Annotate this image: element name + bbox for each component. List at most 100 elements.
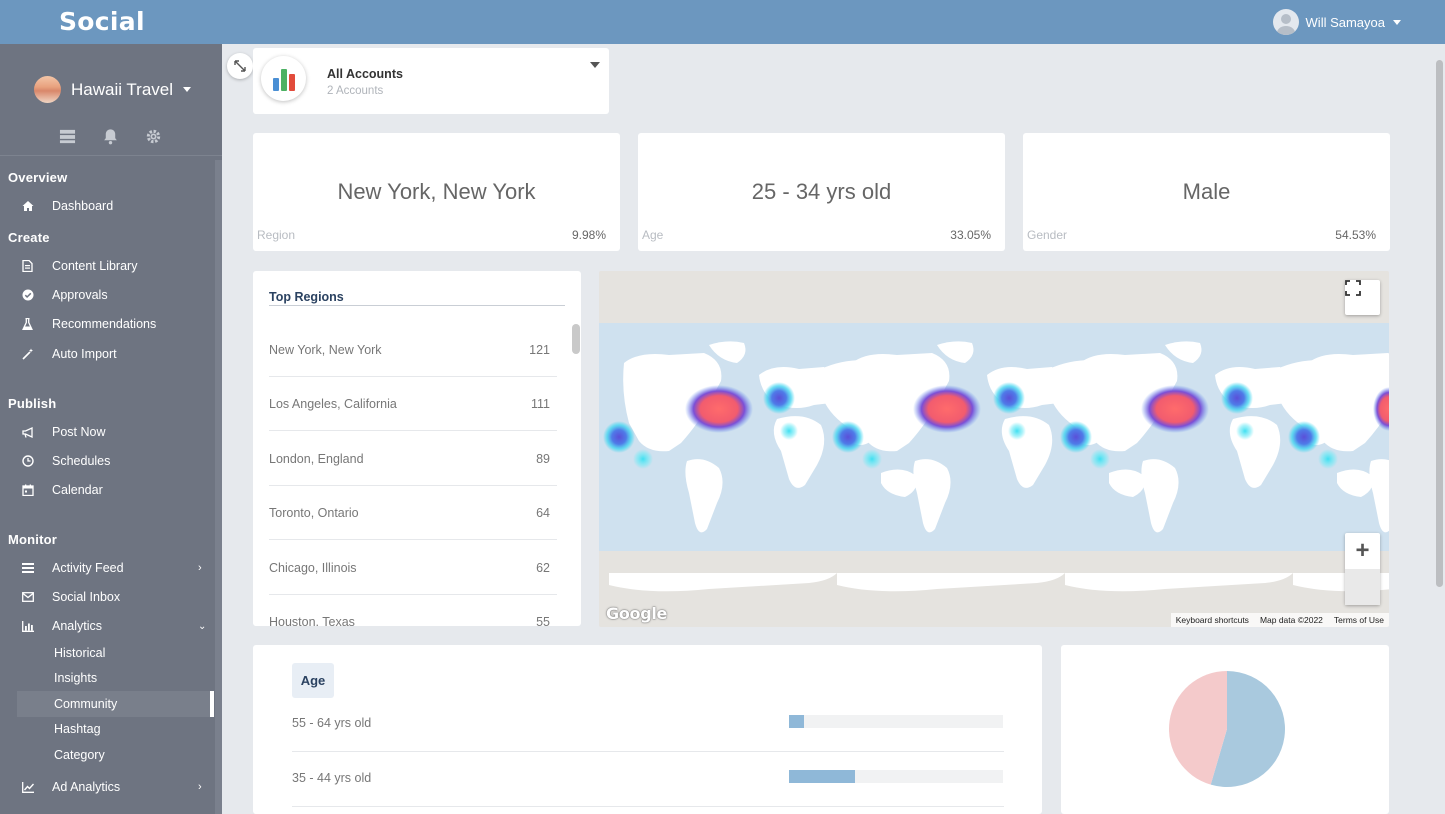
region-name: Houston, Texas	[269, 615, 355, 626]
heatmap-map[interactable]: + Google Keyboard shortcuts Map data ©20…	[599, 271, 1389, 627]
sidebar-item-analytics[interactable]: Analytics ⌄	[21, 616, 206, 636]
flask-icon	[21, 318, 34, 331]
region-row: Toronto, Ontario 64	[269, 486, 557, 540]
server-icon[interactable]	[59, 128, 76, 145]
sidebar-item-label: Post Now	[52, 425, 106, 439]
account-selector-title: All Accounts	[327, 67, 403, 81]
map-attribution: Keyboard shortcuts Map data ©2022 Terms …	[1170, 613, 1389, 627]
calendar-icon	[21, 484, 34, 497]
age-bar-track	[789, 770, 1003, 783]
sidebar-item-social-inbox[interactable]: Social Inbox	[21, 587, 120, 607]
sidebar-subitem-community[interactable]: Community	[54, 697, 118, 711]
age-breakdown-card: Age 55 - 64 yrs old 35 - 44 yrs old	[253, 645, 1042, 814]
top-regions-underline	[269, 305, 565, 306]
expand-arrows-icon	[234, 60, 246, 72]
sidebar-item-calendar[interactable]: Calendar	[21, 480, 103, 500]
collapse-sidebar-button[interactable]	[227, 53, 253, 79]
region-row: London, England 89	[269, 432, 557, 486]
fullscreen-button[interactable]	[1345, 280, 1380, 315]
region-name: Los Angeles, California	[269, 397, 397, 411]
map-data-label: Map data ©2022	[1259, 615, 1323, 625]
sidebar-subitem-category[interactable]: Category	[54, 748, 105, 762]
sidebar-item-content-library[interactable]: Content Library	[21, 256, 137, 276]
sidebar-subitem-historical[interactable]: Historical	[54, 646, 106, 660]
sidebar-subitem-hashtag[interactable]: Hashtag	[54, 722, 101, 736]
account-avatar	[34, 76, 61, 103]
sidebar-item-label: Dashboard	[52, 199, 114, 213]
sidebar: Hawaii Travel Overview Dashboard Create …	[0, 44, 222, 814]
sidebar-item-label: Ad Analytics	[52, 780, 121, 794]
gear-icon[interactable]	[145, 128, 162, 145]
list-icon	[21, 562, 34, 575]
chevron-right-icon: ›	[198, 562, 202, 574]
page-scrollbar[interactable]	[1436, 60, 1443, 587]
sidebar-divider	[0, 155, 222, 156]
sidebar-scrollbar[interactable]	[215, 160, 222, 814]
age-row: 55 - 64 yrs old	[292, 697, 1004, 752]
sidebar-item-approvals[interactable]: Approvals	[21, 285, 108, 305]
sidebar-subitem-insights[interactable]: Insights	[54, 671, 98, 685]
file-icon	[21, 260, 34, 273]
stat-card-region: New York, New York Region 9.98%	[253, 133, 620, 251]
pie-slice-0[interactable]	[1210, 671, 1285, 787]
sidebar-item-schedules[interactable]: Schedules	[21, 451, 110, 471]
clock-icon	[21, 455, 34, 468]
regions-scrollbar[interactable]	[572, 324, 580, 354]
sidebar-item-auto-import[interactable]: Auto Import	[21, 344, 117, 364]
account-switcher[interactable]: Hawaii Travel	[34, 76, 192, 103]
check-circle-icon	[21, 289, 34, 302]
sidebar-item-activity-feed[interactable]: Activity Feed ›	[21, 558, 202, 578]
chevron-right-icon: ›	[198, 781, 202, 793]
sidebar-item-post-now[interactable]: Post Now	[21, 422, 106, 442]
region-count: 62	[536, 561, 550, 575]
home-icon	[21, 200, 34, 213]
age-bar-track	[789, 715, 1003, 728]
region-count: 89	[536, 452, 550, 466]
user-menu[interactable]: Will Samayoa	[1272, 9, 1401, 35]
stat-percent: 54.53%	[1335, 228, 1376, 242]
section-monitor: Monitor	[8, 532, 58, 547]
stat-value: 25 - 34 yrs old	[751, 179, 892, 204]
region-row: Los Angeles, California 111	[269, 377, 557, 431]
sidebar-item-dashboard[interactable]: Dashboard	[21, 196, 113, 216]
sidebar-item-ad-analytics[interactable]: Ad Analytics ›	[21, 777, 202, 797]
stat-label: Gender	[1027, 228, 1068, 242]
stat-label: Region	[257, 228, 296, 242]
region-count: 121	[529, 343, 550, 357]
stat-percent: 9.98%	[571, 228, 606, 242]
caret-down-icon	[183, 87, 192, 92]
region-count: 64	[536, 506, 550, 520]
caret-down-icon	[1393, 19, 1401, 25]
caret-down-icon[interactable]	[590, 62, 600, 68]
age-bar-fill	[789, 770, 856, 783]
region-count: 111	[530, 397, 550, 411]
chevron-down-icon: ⌄	[198, 620, 207, 632]
terms-of-use-link[interactable]: Terms of Use	[1333, 615, 1384, 625]
tab-age[interactable]: Age	[292, 663, 334, 698]
sidebar-scroll-thumb[interactable]	[215, 160, 222, 814]
brand-logo[interactable]: Social	[59, 7, 145, 36]
age-bar-fill	[789, 715, 804, 728]
keyboard-shortcuts-link[interactable]: Keyboard shortcuts	[1175, 615, 1249, 625]
pie-slice-1[interactable]	[1169, 671, 1227, 785]
gender-pie-card	[1061, 645, 1389, 814]
section-publish: Publish	[8, 396, 57, 411]
envelope-icon	[21, 591, 34, 604]
zoom-out-button[interactable]	[1345, 569, 1380, 605]
stat-card-gender: Male Gender 54.53%	[1023, 133, 1390, 251]
age-label: 55 - 64 yrs old	[292, 716, 372, 730]
age-row: 35 - 44 yrs old	[292, 752, 1004, 807]
heatmap-spots	[603, 382, 1389, 469]
google-logo[interactable]: Google	[606, 604, 668, 623]
top-bar: Social Will Samayoa	[0, 0, 1445, 44]
sidebar-item-recommendations[interactable]: Recommendations	[21, 314, 156, 334]
sidebar-item-label: Approvals	[52, 288, 108, 302]
sidebar-item-label: Analytics	[52, 619, 103, 633]
bell-icon[interactable]	[102, 128, 119, 145]
sidebar-toolbar	[59, 128, 162, 145]
account-selector[interactable]: All Accounts 2 Accounts	[253, 48, 609, 114]
gender-pie-chart	[1169, 671, 1285, 787]
zoom-in-button[interactable]: +	[1355, 537, 1370, 564]
section-create: Create	[8, 230, 50, 245]
region-row: Houston, Texas 55	[269, 595, 557, 626]
